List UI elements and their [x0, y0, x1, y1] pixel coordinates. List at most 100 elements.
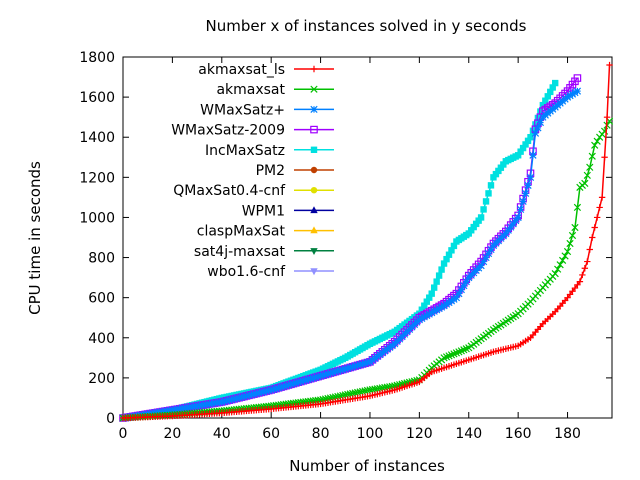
legend-marker-wbo1-6-cnf — [310, 268, 318, 276]
axes: 0 20 40 60 80 100 120 140 160 1800200400600800100… — [79, 50, 612, 442]
data-point-wmaxsatz- — [230, 395, 238, 403]
data-point-wmaxsatz- — [524, 181, 532, 189]
data-point-wmaxsatz- — [521, 189, 530, 198]
data-point-akmaxsat — [558, 256, 567, 264]
data-point-wmaxsatz- — [265, 386, 273, 395]
data-point-wmaxsatz- — [297, 377, 305, 386]
y-tick-label: 1000 — [79, 210, 115, 226]
data-point-wmaxsatz- — [462, 277, 470, 286]
x-tick-label: 160 — [505, 426, 532, 442]
x-tick-label: 60 — [262, 426, 280, 442]
data-point-akmaxsat-ls — [571, 284, 579, 292]
data-point-incmaxsatz — [421, 302, 428, 309]
data-point-incmaxsatz — [547, 88, 554, 96]
data-point-wmaxsatz- — [294, 378, 302, 386]
data-point-akmaxsat — [588, 152, 596, 160]
data-point-wmaxsatz- — [452, 294, 461, 302]
y-tick-label: 0 — [106, 411, 115, 427]
data-point-wmaxsatz- — [353, 361, 362, 369]
legend-label-pm2: PM2 — [256, 163, 285, 179]
data-point-wmaxsatz- — [482, 253, 490, 262]
data-point-wmaxsatz- — [218, 398, 226, 406]
data-point-wmaxsatz- — [289, 379, 298, 388]
y-tick-label: 1200 — [79, 170, 115, 186]
x-tick-label: 40 — [213, 426, 231, 442]
data-point-incmaxsatz — [544, 93, 551, 100]
y-tick-label: 1400 — [79, 130, 115, 146]
data-point-akmaxsat — [593, 137, 601, 145]
data-point-incmaxsatz — [480, 206, 487, 213]
data-point-wmaxsatz- — [319, 371, 327, 379]
data-point-akmaxsat-ls — [589, 234, 596, 241]
legend-label-wpm1: WPM1 — [242, 203, 285, 219]
data-point-akmaxsat-ls — [603, 113, 611, 121]
data-point-wmaxsatz-2009 — [573, 74, 582, 82]
data-point-wmaxsatz- — [316, 372, 325, 380]
data-point-wmaxsatz- — [282, 382, 290, 390]
data-point-wmaxsatz- — [235, 394, 243, 402]
legend-label-qmaxsat0-4-cnf: QMaxSat0.4-cnf — [173, 183, 286, 199]
data-point-incmaxsatz — [470, 223, 477, 231]
y-tick-label: 1600 — [79, 90, 115, 106]
data-point-incmaxsatz — [468, 227, 475, 234]
data-point-wmaxsatz- — [270, 385, 278, 393]
data-point-akmaxsat-ls — [593, 214, 601, 221]
data-point-wmaxsatz- — [344, 364, 352, 372]
data-point-wmaxsatz- — [361, 359, 369, 367]
data-point-wmaxsatz- — [437, 303, 446, 311]
data-point-wmaxsatz- — [356, 361, 364, 369]
data-point-wmaxsatz- — [329, 368, 337, 376]
data-point-akmaxsat-ls — [566, 291, 574, 298]
legend-label-akmaxsat: akmaxsat — [216, 82, 285, 98]
data-point-incmaxsatz — [522, 141, 529, 148]
data-point-wmaxsatz- — [257, 388, 265, 396]
data-point-wmaxsatz- — [514, 213, 522, 222]
data-point-akmaxsat — [568, 231, 577, 240]
data-point-wmaxsatz- — [260, 388, 268, 396]
data-point-incmaxsatz — [519, 144, 527, 152]
data-point-wmaxsatz- — [420, 313, 428, 321]
data-point-wmaxsatz- — [220, 397, 228, 405]
data-point-wmaxsatz- — [484, 249, 493, 258]
data-point-wmaxsatz- — [307, 375, 315, 383]
data-point-wmaxsatz- — [250, 390, 258, 398]
data-point-wmaxsatz- — [445, 298, 453, 307]
data-point-incmaxsatz — [440, 260, 448, 267]
data-point-incmaxsatz — [490, 174, 497, 181]
data-point-incmaxsatz — [435, 272, 443, 279]
data-point-wmaxsatz- — [526, 173, 535, 181]
data-point-wmaxsatz- — [232, 394, 241, 402]
x-tick-label: 140 — [455, 426, 482, 442]
data-point-akmaxsat-ls — [601, 154, 608, 161]
x-tick-label: 100 — [357, 426, 384, 442]
data-point-wmaxsatz- — [245, 391, 253, 399]
legend-marker-claspmaxsat — [310, 226, 318, 234]
data-point-wmaxsatz- — [566, 91, 574, 100]
data-point-incmaxsatz — [472, 220, 480, 228]
data-point-wmaxsatz- — [363, 358, 372, 367]
data-point-wmaxsatz- — [457, 286, 465, 294]
series-layer — [119, 61, 614, 422]
data-point-akmaxsat — [556, 261, 564, 269]
data-point-wmaxsatz- — [240, 392, 248, 401]
data-point-wmaxsatz- — [314, 372, 322, 381]
data-point-akmaxsat-ls — [579, 271, 586, 279]
data-point-wmaxsatz- — [326, 369, 335, 377]
data-point-incmaxsatz — [475, 217, 482, 224]
data-point-wmaxsatz- — [415, 316, 423, 324]
data-point-wmaxsatz- — [321, 370, 330, 379]
data-point-akmaxsat-ls — [606, 61, 613, 69]
data-point-wmaxsatz- — [430, 307, 438, 315]
y-tick-label: 600 — [88, 291, 115, 307]
data-point-wmaxsatz- — [302, 376, 310, 384]
data-point-wmaxsatz- — [279, 382, 288, 391]
data-point-akmaxsat — [586, 163, 594, 171]
data-point-akmaxsat-ls — [596, 204, 603, 211]
data-point-wmaxsatz- — [242, 392, 251, 400]
data-point-akmaxsat — [554, 265, 562, 273]
data-point-incmaxsatz — [549, 84, 556, 91]
data-point-akmaxsat-ls — [576, 278, 584, 285]
series-akmaxsat — [119, 117, 614, 422]
chart-title: Number x of instances solved in y second… — [206, 17, 527, 35]
